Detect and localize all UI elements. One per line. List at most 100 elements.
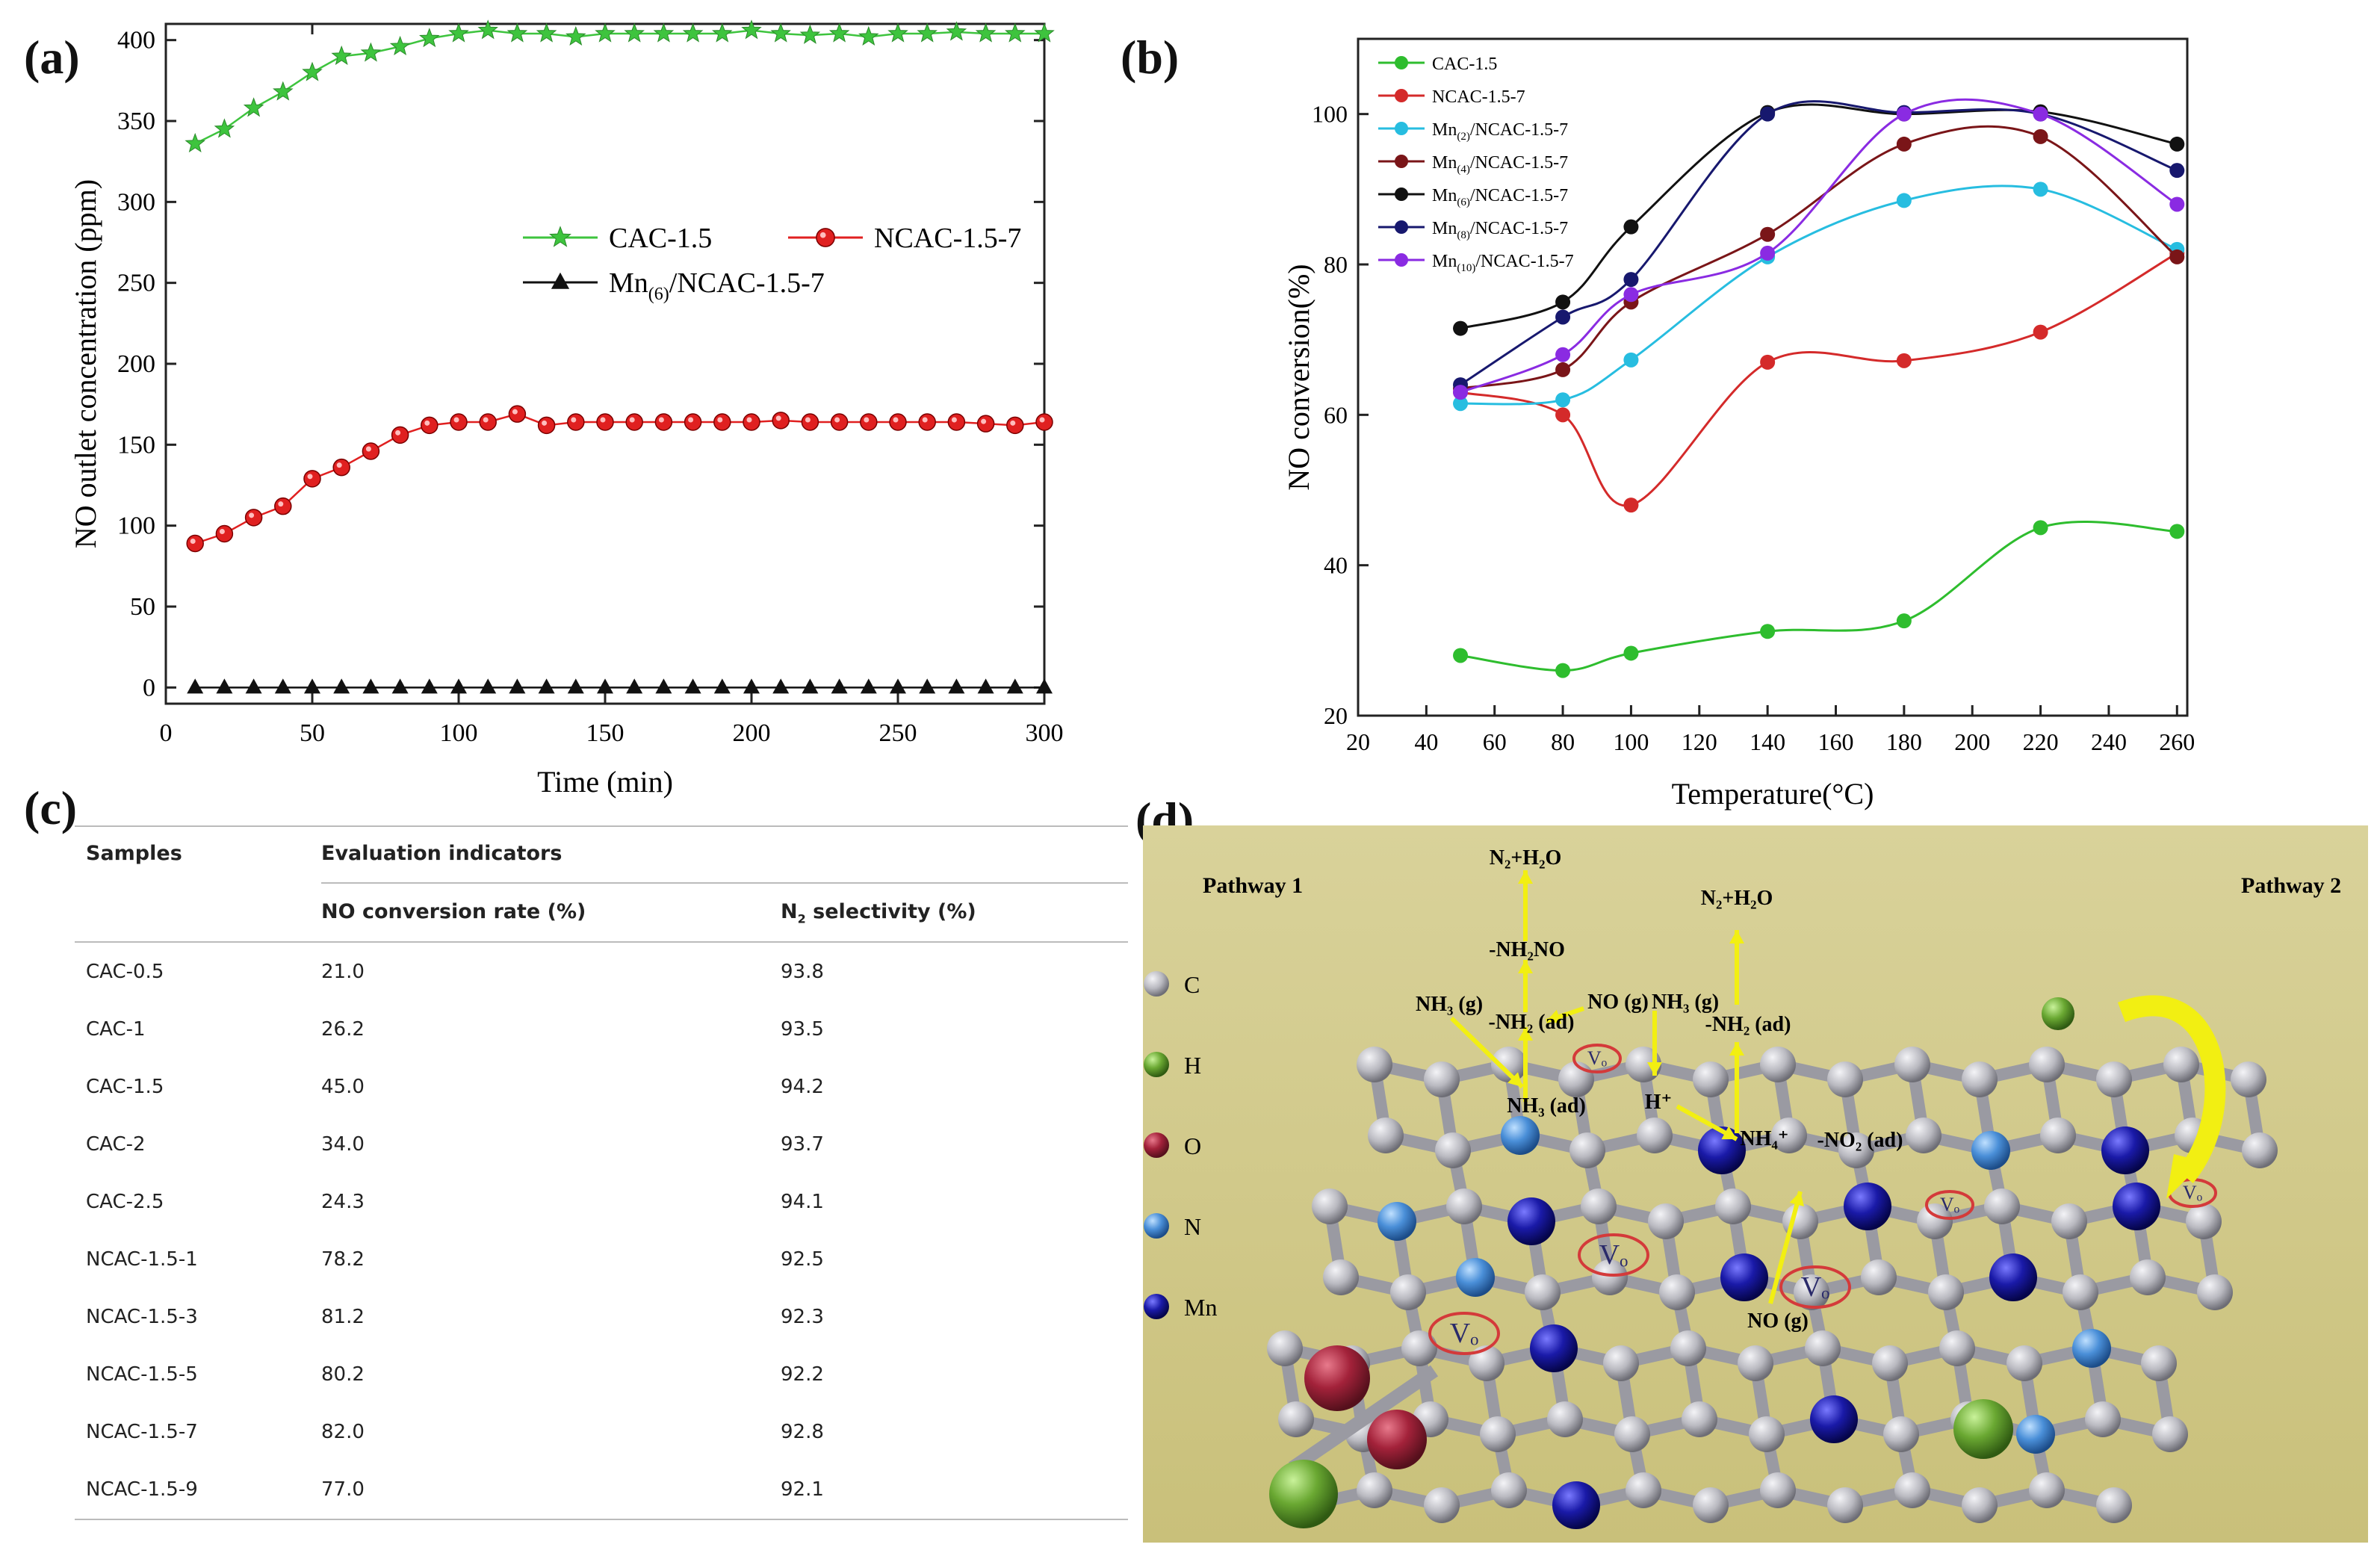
point-a-1-28-highlight bbox=[1010, 420, 1016, 426]
point-b-1-2 bbox=[1623, 498, 1639, 513]
carbon-atom bbox=[1581, 1188, 1617, 1224]
arrow-nh2-nh2no-head bbox=[1518, 960, 1533, 973]
manganese-atom bbox=[1507, 1197, 1555, 1245]
point-a-1-12-highlight bbox=[542, 420, 548, 426]
table-row: NCAC-1.5-5 80.2 92.2 bbox=[75, 1346, 1128, 1403]
legend-marker-b-5 bbox=[1395, 220, 1408, 234]
vacancy-label-5: Vₒ bbox=[2183, 1182, 2203, 1203]
pathway-2-label: Pathway 2 bbox=[2241, 873, 2341, 898]
point-a-2-11 bbox=[509, 678, 526, 694]
cell-no-rate: 81.2 bbox=[321, 1306, 365, 1328]
carbon-atom bbox=[1626, 1472, 1661, 1508]
point-b-1-3 bbox=[1760, 354, 1776, 370]
point-a-1-10 bbox=[479, 413, 497, 431]
series-line-a-1 bbox=[194, 412, 1045, 545]
point-b-5-3 bbox=[1760, 106, 1776, 122]
header-no-rate: NO conversion rate (%) bbox=[321, 900, 586, 923]
point-b-6-2 bbox=[1623, 287, 1639, 303]
point-a-1-10-highlight bbox=[483, 417, 489, 423]
point-a-2-21 bbox=[802, 678, 819, 694]
arrow-nh3ad-nh2-head bbox=[1518, 1027, 1533, 1041]
point-b-1-5 bbox=[2033, 324, 2048, 340]
x-tick-label-b-10: 220 bbox=[2023, 728, 2059, 755]
arrow-nh3g-ad-head bbox=[1507, 1072, 1522, 1087]
legend-atom-H bbox=[1144, 1052, 1169, 1077]
chart-a: 0 50 100 150 200 250 300 0 50 100 150 200 250 300 350 4… bbox=[69, 19, 1064, 799]
x-tick-label-b-9: 200 bbox=[1954, 728, 1990, 755]
point-a-1-11 bbox=[508, 405, 527, 423]
header-n2-selectivity: N2 selectivity (%) bbox=[781, 884, 976, 940]
point-b-0-0 bbox=[1453, 648, 1469, 663]
arrow-nog-no2-head bbox=[1789, 1191, 1805, 1206]
point-a-0-26 bbox=[946, 21, 967, 41]
panel-label-b: (b) bbox=[1121, 31, 1180, 84]
point-a-2-28 bbox=[1006, 678, 1023, 694]
point-b-0-5 bbox=[2033, 520, 2048, 536]
legend-label-a-2: Mn(6)/NCAC-1.5-7 bbox=[609, 267, 825, 304]
point-b-6-4 bbox=[1896, 106, 1912, 122]
n2-sub: 2 bbox=[797, 911, 806, 926]
point-a-1-8-highlight bbox=[424, 420, 430, 426]
point-a-2-0 bbox=[187, 678, 204, 694]
carbon-atom bbox=[1838, 1132, 1874, 1168]
vacancy-label-3: Vₒ bbox=[1940, 1194, 1960, 1215]
cell-no-rate: 82.0 bbox=[321, 1421, 365, 1443]
carbon-atom bbox=[1771, 1118, 1807, 1153]
carbon-atom bbox=[1760, 1047, 1796, 1082]
point-b-4-2 bbox=[1623, 219, 1639, 235]
legend-atom-Mn bbox=[1144, 1294, 1169, 1319]
cell-n2-selectivity: 94.2 bbox=[781, 1076, 824, 1098]
carbon-atom bbox=[1917, 1203, 1953, 1239]
carbon-atom bbox=[1693, 1062, 1729, 1097]
carbon-atom bbox=[2051, 1203, 2087, 1239]
table-row: CAC-2 34.0 93.7 bbox=[75, 1116, 1128, 1173]
point-a-1-11-highlight bbox=[512, 409, 518, 415]
carbon-atom bbox=[1715, 1188, 1751, 1224]
carbon-atom bbox=[1805, 1330, 1841, 1366]
carbon-atom bbox=[1525, 1274, 1561, 1310]
point-a-2-16 bbox=[655, 678, 672, 694]
carbon-atom bbox=[1614, 1416, 1650, 1452]
point-a-1-27-highlight bbox=[981, 418, 987, 424]
point-b-3-6 bbox=[2169, 249, 2185, 264]
nitrogen-atom bbox=[1378, 1202, 1416, 1241]
point-a-1-5-highlight bbox=[336, 462, 342, 468]
point-a-2-13 bbox=[567, 678, 584, 694]
point-b-2-5 bbox=[2033, 182, 2048, 197]
carbon-atom bbox=[1827, 1062, 1863, 1097]
cell-sample: CAC-2.5 bbox=[86, 1191, 164, 1213]
arrow-nh4-nh2-head bbox=[1729, 1042, 1744, 1056]
legend-atom-N bbox=[1144, 1213, 1169, 1239]
carbon-atom bbox=[1368, 1118, 1404, 1153]
y-axis-label-a: NO outlet concentration (ppm) bbox=[69, 179, 102, 548]
vacancy-label-4: Vₒ bbox=[1587, 1047, 1608, 1069]
pathway-1-label: Pathway 1 bbox=[1203, 873, 1303, 898]
point-a-1-16 bbox=[654, 413, 673, 431]
point-a-0-28 bbox=[1005, 22, 1026, 43]
point-a-1-17 bbox=[684, 413, 702, 431]
manganese-atom bbox=[1720, 1253, 1768, 1301]
point-a-1-14 bbox=[596, 413, 614, 431]
legend-marker-a-0 bbox=[549, 226, 571, 247]
table-row: NCAC-1.5-9 77.0 92.1 bbox=[75, 1461, 1128, 1518]
point-a-2-12 bbox=[538, 678, 555, 694]
cell-no-rate: 26.2 bbox=[321, 1018, 365, 1041]
point-a-0-24 bbox=[887, 22, 908, 43]
series-line-a-0 bbox=[194, 29, 1044, 145]
legend-atom-C bbox=[1144, 971, 1169, 997]
carbon-atom bbox=[2029, 1472, 2065, 1508]
x-tick-label-a-6: 300 bbox=[1026, 719, 1064, 747]
point-a-1-26 bbox=[947, 413, 966, 431]
point-a-1-21 bbox=[801, 413, 819, 431]
nitrogen-atom bbox=[1501, 1116, 1540, 1155]
arrow-nh3g-h-head bbox=[1647, 1062, 1662, 1076]
point-a-1-23 bbox=[860, 413, 878, 431]
carbon-atom bbox=[1760, 1472, 1796, 1508]
carbon-atom bbox=[1794, 1274, 1829, 1310]
nog-1-label: NO (g) bbox=[1587, 991, 1649, 1014]
n2h2o-1-label: N₂+H₂O bbox=[1490, 846, 1562, 870]
cell-sample: NCAC-1.5-7 bbox=[86, 1421, 198, 1443]
arrow-nog-nh2-head bbox=[1546, 1009, 1562, 1024]
carbon-atom bbox=[1894, 1047, 1930, 1082]
point-b-1-1 bbox=[1555, 407, 1571, 423]
